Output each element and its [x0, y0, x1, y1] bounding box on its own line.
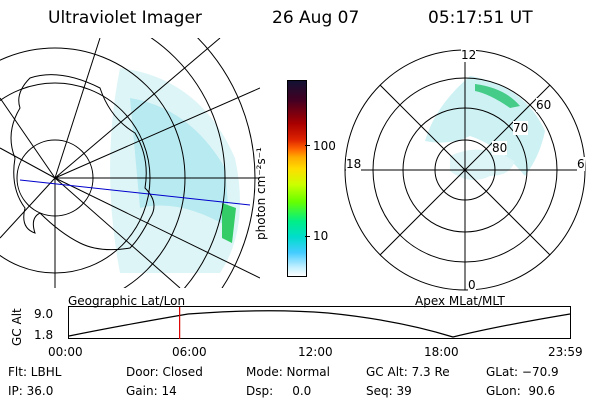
colorbar-tick-100: 100: [313, 139, 336, 153]
altitude-curve: [68, 310, 571, 338]
continent-outline: [10, 74, 155, 251]
seq-info: Seq: 39: [366, 384, 412, 398]
door-info: Door: Closed: [126, 365, 203, 379]
mlt-label-0: 0: [468, 278, 476, 292]
color-scale-bar: [287, 80, 307, 277]
instrument-title: Ultraviolet Imager: [48, 8, 202, 28]
time-tick-1800: 18:00: [424, 345, 459, 359]
time-tick-0000: 00:00: [48, 345, 83, 359]
geographic-map: [0, 38, 260, 288]
glon-info: GLon: 90.6: [486, 384, 556, 398]
altitude-plot: [68, 306, 571, 339]
polar-mlt-map: [344, 49, 586, 291]
time-tick-0600: 06:00: [172, 345, 207, 359]
aurora-band: [130, 98, 230, 228]
time-tick-1200: 12:00: [298, 345, 333, 359]
polar-map-caption: Apex MLat/MLT: [415, 294, 505, 308]
ip-info: IP: 36.0: [8, 384, 54, 398]
time-label: 05:17:51 UT: [428, 8, 533, 28]
colorbar-tick-10: 10: [313, 229, 329, 243]
dsp-info: Dsp: 0.0: [246, 384, 312, 398]
time-tick-2359: 23:59: [548, 345, 583, 359]
mlat-label-80: 80: [492, 141, 508, 155]
mlat-label-60: 60: [536, 98, 552, 112]
mlt-label-18: 18: [346, 157, 362, 171]
geo-map-caption: Geographic Lat/Lon: [68, 294, 186, 308]
glat-info: GLat: −70.9: [486, 365, 559, 379]
mlat-label-70: 70: [513, 121, 529, 135]
colorbar-unit-label: photon cm⁻²s⁻¹: [254, 147, 268, 240]
polar-aurora-bright: [475, 84, 520, 108]
altitude-axis-label: GC Alt: [10, 308, 24, 346]
altitude-tick-1-8: 1.8: [34, 328, 54, 342]
aurora-bright-spot: [222, 203, 236, 243]
mode-info: Mode: Normal: [246, 365, 330, 379]
date-label: 26 Aug 07: [272, 8, 360, 28]
mlt-label-12: 12: [461, 48, 477, 62]
altitude-tick-9: 9.0: [34, 307, 54, 321]
altitude-info: GC Alt: 7.3 Re: [366, 365, 450, 379]
mlt-label-6: 6: [577, 157, 585, 171]
gain-info: Gain: 14: [126, 384, 177, 398]
filter-info: Flt: LBHL: [8, 365, 62, 379]
satellite-track: [19, 179, 251, 206]
